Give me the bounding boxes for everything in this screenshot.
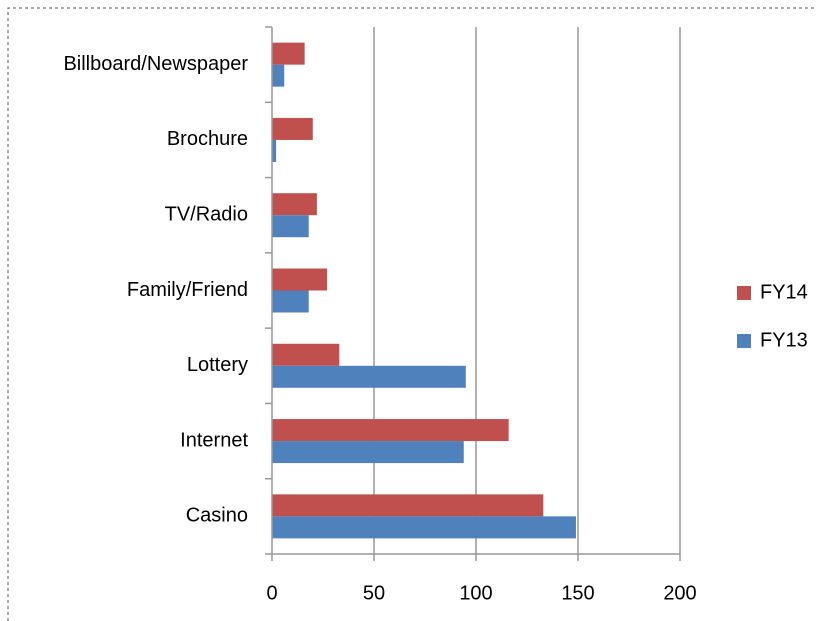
bar	[272, 516, 576, 539]
frame	[7, 7, 817, 621]
bar	[272, 419, 509, 442]
bar	[272, 494, 544, 517]
x-tick-label: 200	[663, 582, 696, 604]
x-tick-label: 100	[459, 582, 492, 604]
y-tick-label: Lottery	[187, 354, 248, 376]
y-tick-label: TV/Radio	[165, 203, 248, 225]
y-tick-label: Brochure	[167, 128, 248, 150]
y-tick-label: Billboard/Newspaper	[63, 53, 248, 75]
bar	[272, 343, 340, 366]
bar	[272, 193, 317, 216]
legend-swatch	[737, 334, 751, 348]
bar	[272, 365, 466, 388]
legend-label: FY13	[760, 329, 808, 351]
bar	[272, 139, 277, 162]
x-tick-label: 0	[266, 582, 277, 604]
x-tick-label: 150	[561, 582, 594, 604]
bar	[272, 441, 464, 464]
bar	[272, 215, 309, 238]
bar	[272, 117, 313, 140]
bar	[272, 290, 309, 313]
legend-swatch	[737, 286, 751, 300]
bar	[272, 268, 328, 291]
legend-label: FY14	[760, 281, 808, 303]
y-tick-label: Internet	[180, 429, 248, 451]
bar	[272, 64, 285, 87]
y-tick-label: Family/Friend	[127, 279, 248, 301]
y-tick-label: Casino	[186, 505, 248, 527]
x-tick-label: 50	[363, 582, 385, 604]
bar	[272, 42, 305, 65]
